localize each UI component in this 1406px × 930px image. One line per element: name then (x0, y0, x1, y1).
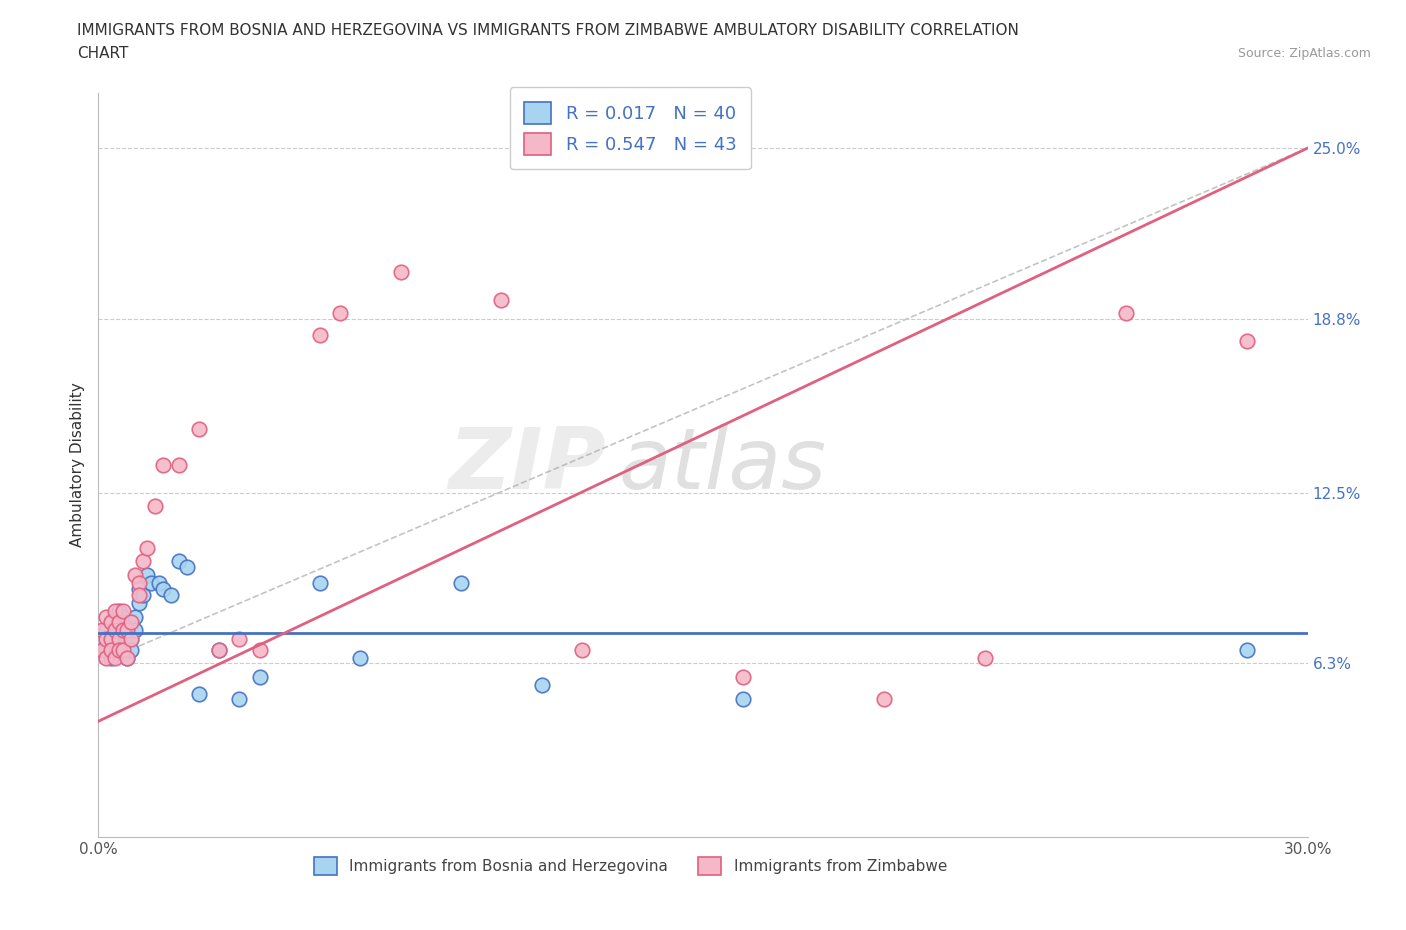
Point (96, 623, 118, 638)
Point (450, 576, 472, 591)
Point (120, 631, 142, 646)
Point (103, 609, 125, 624)
Point (873, 692, 896, 707)
Point (107, 631, 129, 646)
Point (124, 623, 146, 638)
Point (309, 328, 332, 343)
Text: ZIP: ZIP (449, 423, 606, 507)
Point (91, 643, 114, 658)
Text: CHART: CHART (77, 46, 129, 61)
Point (111, 609, 134, 624)
Point (148, 576, 170, 591)
Point (107, 643, 129, 658)
Point (124, 568, 146, 583)
Point (100, 615, 122, 630)
Point (530, 678, 553, 693)
Point (103, 650, 125, 665)
Point (228, 692, 250, 707)
Point (132, 587, 155, 602)
Y-axis label: Ambulatory Disability: Ambulatory Disability (69, 382, 84, 548)
Point (135, 568, 157, 583)
Text: atlas: atlas (619, 423, 827, 507)
Point (188, 421, 211, 436)
Point (91, 623, 114, 638)
Point (249, 643, 271, 658)
Point (329, 306, 352, 321)
Point (120, 615, 142, 630)
Point (188, 686, 211, 701)
Point (152, 458, 174, 472)
Point (100, 650, 122, 665)
Point (167, 554, 190, 569)
Point (115, 631, 138, 646)
Legend: Immigrants from Bosnia and Herzegovina, Immigrants from Zimbabwe: Immigrants from Bosnia and Herzegovina, … (308, 851, 953, 882)
Point (91, 631, 114, 646)
Point (111, 604, 134, 618)
Point (96, 650, 118, 665)
Point (389, 265, 412, 280)
Point (176, 560, 198, 575)
Point (733, 692, 755, 707)
Point (249, 670, 271, 684)
Point (120, 643, 142, 658)
Point (111, 643, 134, 658)
Point (139, 576, 162, 591)
Point (120, 631, 142, 646)
Point (1115, 306, 1137, 321)
Text: Source: ZipAtlas.com: Source: ZipAtlas.com (1237, 46, 1371, 60)
Point (128, 587, 150, 602)
Point (349, 650, 371, 665)
Point (208, 643, 231, 658)
Point (128, 581, 150, 596)
Point (111, 623, 134, 638)
Point (152, 581, 174, 596)
Point (103, 604, 125, 618)
Point (115, 650, 138, 665)
Point (132, 554, 155, 569)
Point (491, 292, 513, 307)
Point (107, 631, 129, 646)
Point (228, 631, 250, 646)
Point (1236, 643, 1258, 658)
Point (208, 643, 231, 658)
Point (100, 615, 122, 630)
Point (100, 631, 122, 646)
Point (124, 609, 146, 624)
Point (167, 458, 190, 472)
Point (309, 576, 332, 591)
Point (143, 498, 166, 513)
Point (103, 623, 125, 638)
Point (107, 643, 129, 658)
Text: IMMIGRANTS FROM BOSNIA AND HERZEGOVINA VS IMMIGRANTS FROM ZIMBABWE AMBULATORY DI: IMMIGRANTS FROM BOSNIA AND HERZEGOVINA V… (77, 23, 1019, 38)
Point (1236, 334, 1258, 349)
Point (107, 604, 129, 618)
Point (107, 615, 129, 630)
Point (128, 595, 150, 610)
Point (115, 623, 138, 638)
Point (128, 576, 150, 591)
Point (96, 631, 118, 646)
Point (96, 643, 118, 658)
Point (571, 643, 593, 658)
Point (115, 650, 138, 665)
Point (100, 631, 122, 646)
Point (100, 643, 122, 658)
Point (111, 623, 134, 638)
Point (160, 587, 183, 602)
Point (115, 615, 138, 630)
Point (135, 540, 157, 555)
Point (974, 650, 997, 665)
Point (96, 609, 118, 624)
Point (103, 623, 125, 638)
Point (733, 670, 755, 684)
